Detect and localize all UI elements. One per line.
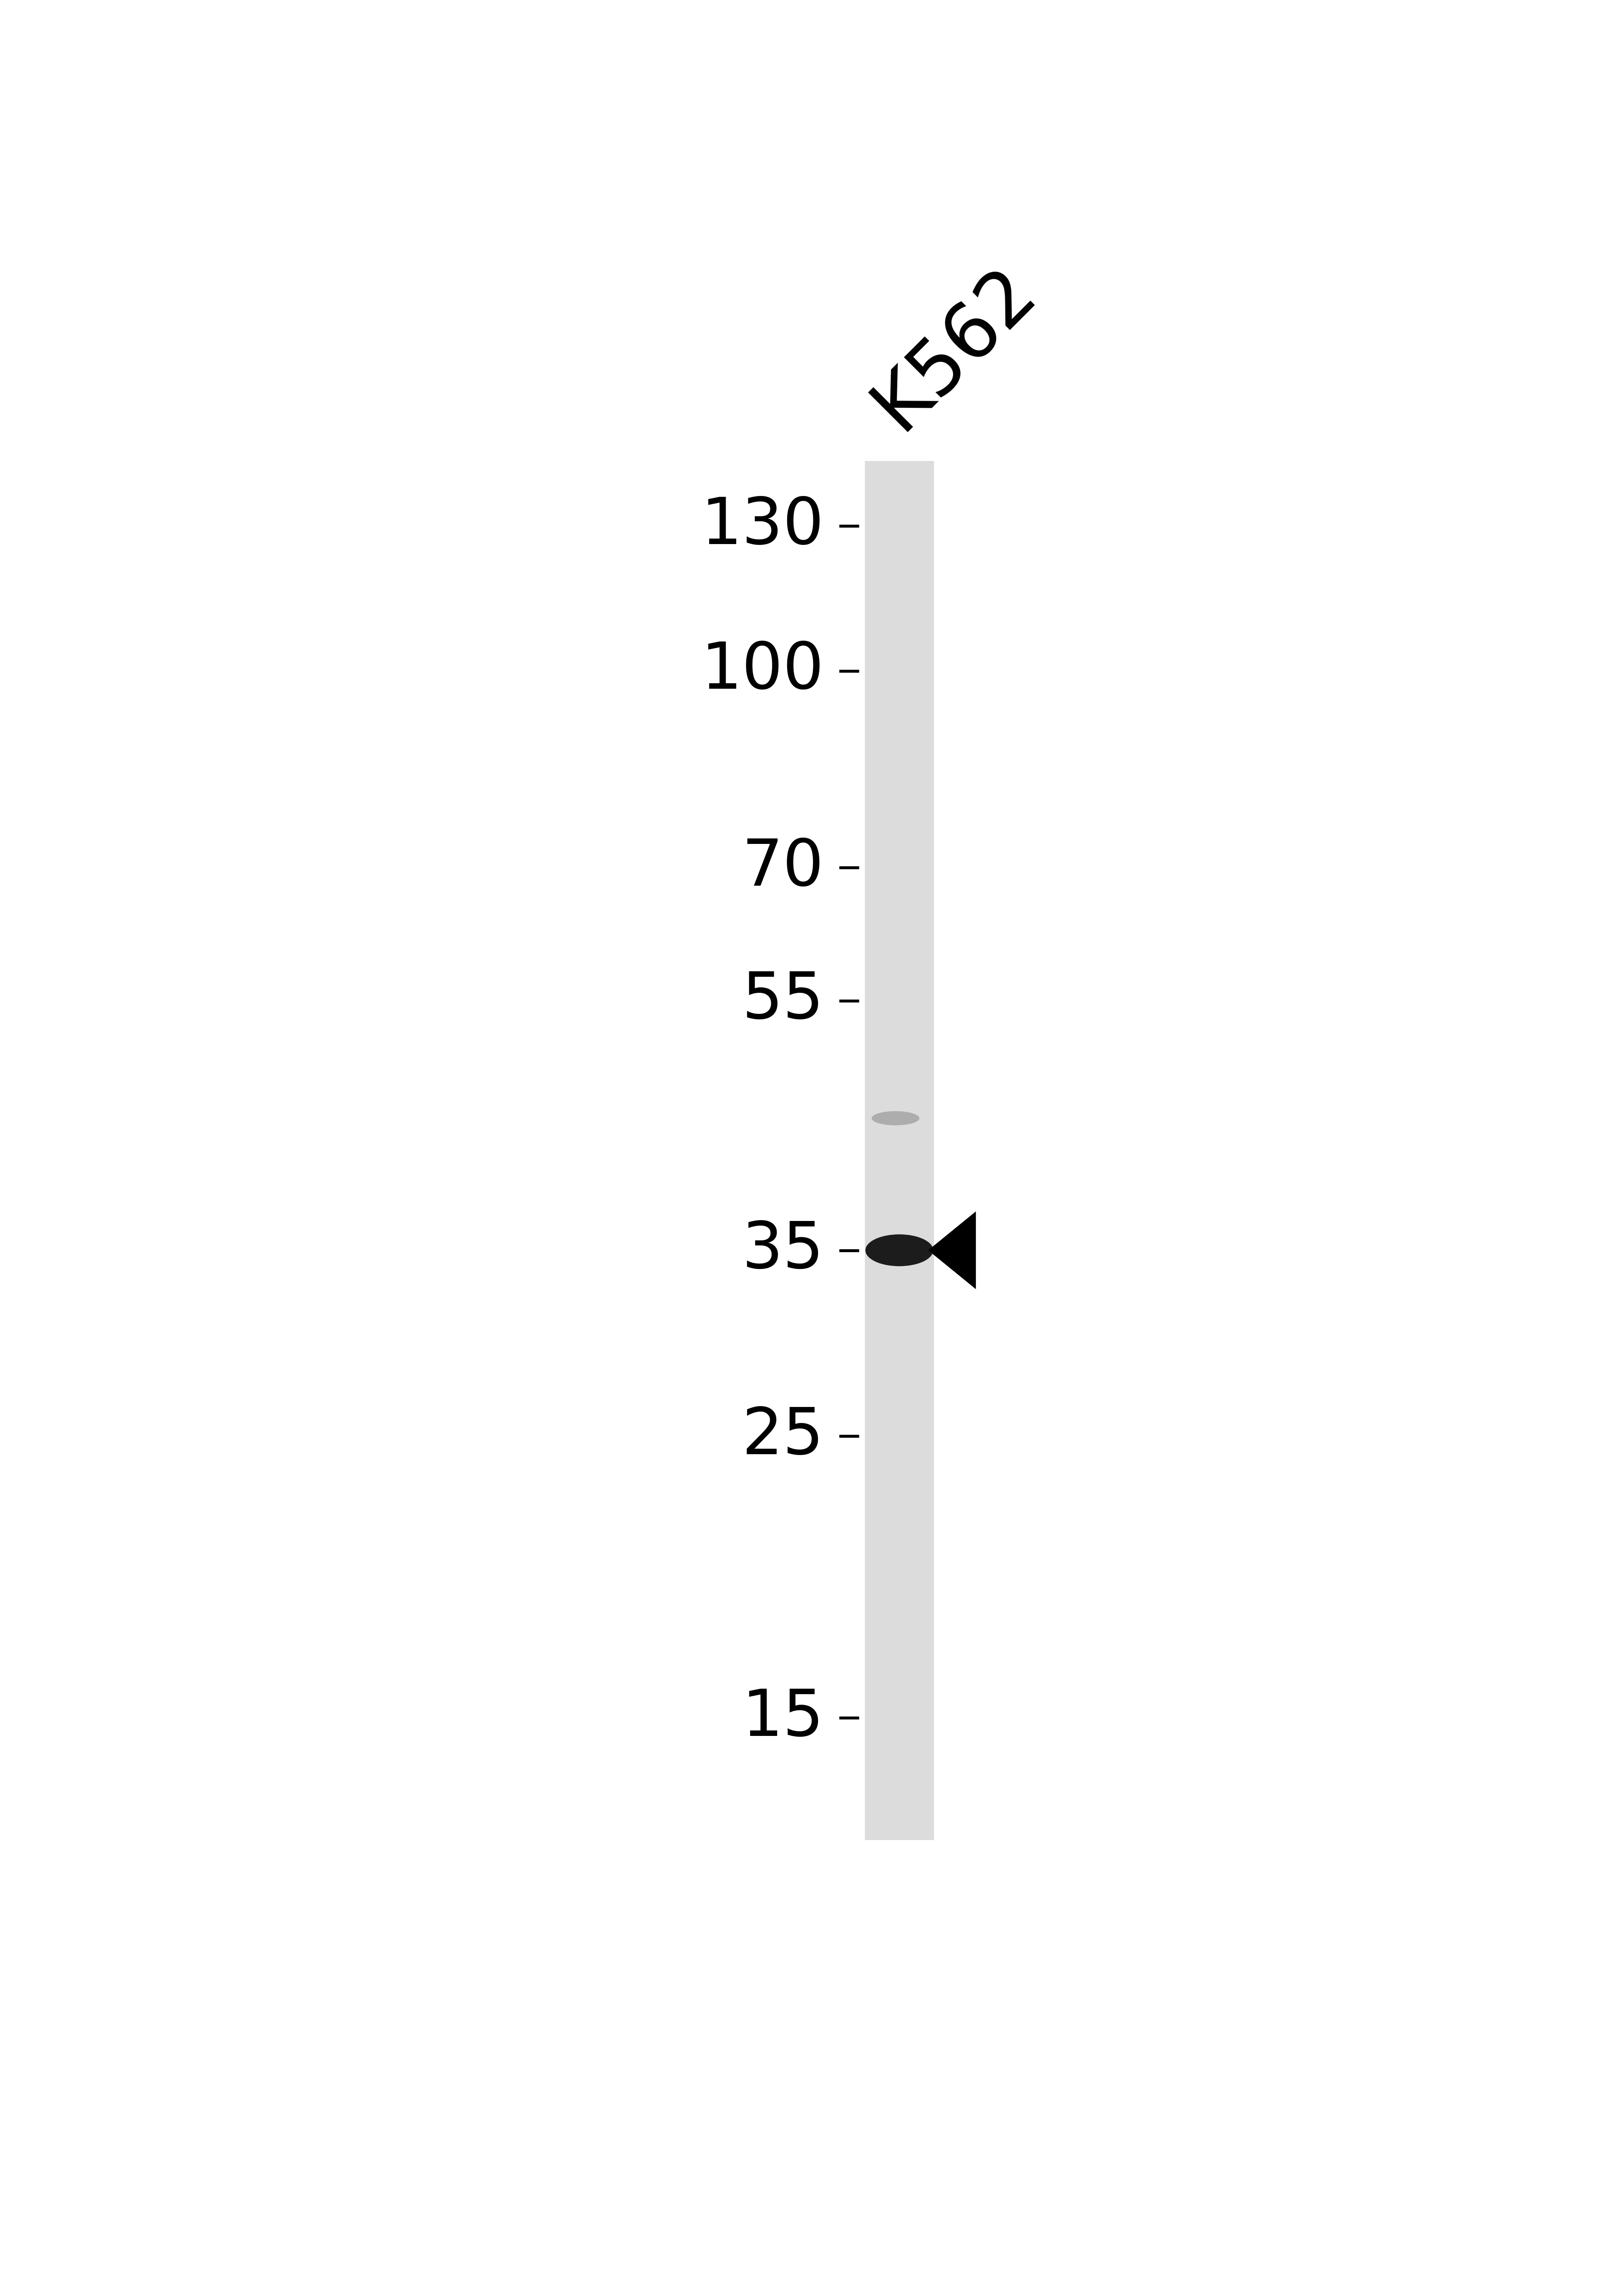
Text: 55: 55 [742, 969, 825, 1033]
Ellipse shape [865, 1235, 933, 1265]
Text: 15: 15 [742, 1688, 825, 1750]
Bar [865, 461, 933, 1839]
Text: 35: 35 [742, 1219, 825, 1281]
Text: 100: 100 [701, 641, 825, 703]
Text: 25: 25 [742, 1405, 825, 1467]
Text: 130: 130 [701, 494, 825, 558]
Ellipse shape [872, 1111, 920, 1125]
Text: K562: K562 [859, 253, 1050, 443]
Text: 70: 70 [742, 836, 825, 900]
Polygon shape [928, 1212, 975, 1288]
